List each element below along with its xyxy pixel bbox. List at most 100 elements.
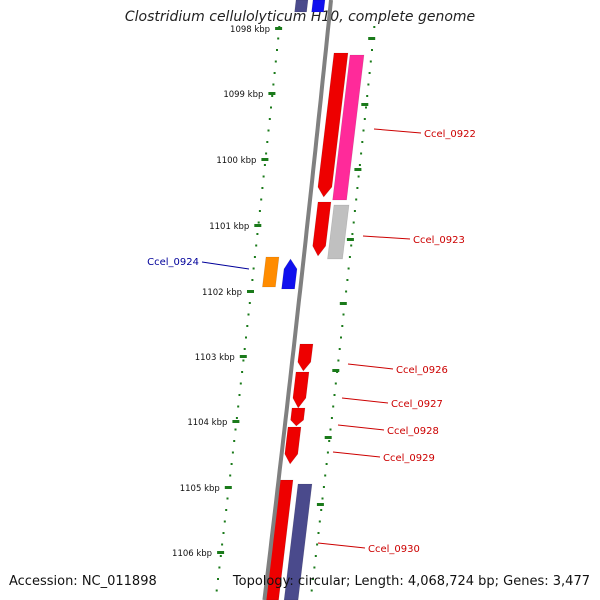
right-tick-dot bbox=[358, 164, 361, 166]
left-tick-dot bbox=[226, 497, 229, 500]
left-tick-dot bbox=[272, 83, 275, 86]
left-tick-dot bbox=[239, 382, 242, 385]
right-tick-dot bbox=[360, 152, 363, 155]
right-tick-dot bbox=[328, 440, 331, 442]
right-tick-dot bbox=[371, 49, 373, 51]
right-tick-dot bbox=[366, 95, 369, 97]
right-tick-mark bbox=[324, 436, 332, 439]
left-tick-dot bbox=[222, 532, 225, 534]
tick-label: 1103 kbp bbox=[195, 353, 235, 363]
left-tick-dot bbox=[217, 578, 219, 580]
tick-label: 1105 kbp bbox=[180, 484, 220, 494]
gene-leader-line bbox=[201, 261, 250, 270]
right-tick-dot bbox=[313, 566, 316, 569]
left-tick-dot bbox=[273, 72, 276, 74]
genome-summary-text: Topology: circular; Length: 4,068,724 bp… bbox=[232, 574, 590, 589]
right-tick-mark bbox=[316, 503, 324, 506]
right-tick-dot bbox=[334, 382, 337, 385]
gene-label: Ccel_0927 bbox=[391, 399, 443, 410]
gene-label: Ccel_0926 bbox=[396, 365, 448, 376]
left-tick-dot bbox=[238, 394, 241, 396]
major-tick-mark bbox=[254, 224, 262, 227]
gene-leader-line bbox=[347, 363, 394, 370]
left-tick-dot bbox=[262, 175, 265, 178]
gene-label: Ccel_0924 bbox=[147, 257, 199, 268]
right-tick-dot bbox=[325, 463, 328, 465]
gene-leader-line bbox=[317, 542, 366, 549]
left-tick-dot bbox=[234, 428, 237, 431]
left-tick-track bbox=[215, 26, 281, 592]
right-tick-dot bbox=[326, 451, 329, 454]
right-tick-dot bbox=[338, 348, 341, 350]
right-tick-dot bbox=[350, 244, 353, 247]
left-tick-dot bbox=[257, 221, 260, 224]
right-tick-dot bbox=[353, 210, 356, 212]
gene-feature bbox=[294, 0, 309, 13]
major-tick-mark bbox=[217, 551, 225, 554]
backbone-line bbox=[262, 0, 333, 600]
right-tick-dot bbox=[320, 509, 323, 511]
right-tick-dot bbox=[346, 279, 349, 281]
right-tick-dot bbox=[355, 198, 358, 201]
left-tick-dot bbox=[231, 451, 234, 454]
gene-feature bbox=[332, 54, 365, 201]
gene-leader-line bbox=[337, 424, 385, 431]
right-tick-dot bbox=[340, 336, 342, 339]
gene-feature bbox=[290, 407, 306, 427]
right-tick-mark bbox=[368, 37, 376, 40]
right-tick-dot bbox=[318, 520, 321, 523]
left-tick-dot bbox=[248, 302, 251, 304]
scale-ticks: 1098 kbp 1099 kbp 1100 kbp 1101 kbp 1102 kbp… bbox=[172, 25, 376, 559]
tick-label: 1099 kbp bbox=[223, 90, 263, 100]
major-tick-mark bbox=[261, 158, 269, 161]
left-tick-dot bbox=[263, 164, 266, 166]
tick-label: 1104 kbp bbox=[187, 418, 227, 428]
gene-label: Ccel_0922 bbox=[424, 129, 476, 140]
major-tick-mark bbox=[239, 355, 247, 358]
gene-leader-line bbox=[332, 451, 381, 458]
right-tick-dot bbox=[322, 486, 325, 488]
gene-feature bbox=[311, 0, 326, 13]
right-tick-dot bbox=[351, 233, 354, 235]
left-tick-dot bbox=[253, 256, 256, 258]
genome-backbone bbox=[262, 0, 333, 600]
right-tick-dot bbox=[365, 106, 367, 109]
right-tick-dot bbox=[337, 359, 340, 362]
left-tick-dot bbox=[246, 325, 249, 327]
left-tick-dot bbox=[267, 129, 270, 132]
tick-label: 1098 kbp bbox=[230, 25, 270, 35]
gene-labels: Ccel_0922 Ccel_0923 Ccel_0924 Ccel_0926 Ccel… bbox=[147, 128, 476, 555]
major-tick-mark bbox=[275, 27, 283, 30]
right-tick-dot bbox=[312, 578, 314, 580]
right-tick-dot bbox=[342, 313, 345, 316]
left-tick-dot bbox=[219, 555, 222, 557]
gene-label: Ccel_0929 bbox=[383, 453, 435, 464]
right-tick-dot bbox=[330, 417, 333, 419]
left-tick-dot bbox=[221, 543, 224, 546]
left-tick-dot bbox=[261, 187, 264, 189]
right-tick-mark bbox=[339, 302, 347, 305]
left-tick-dot bbox=[277, 37, 280, 40]
right-tick-dot bbox=[373, 26, 376, 28]
left-tick-dot bbox=[265, 152, 268, 155]
right-tick-dot bbox=[369, 60, 372, 63]
tick-label: 1100 kbp bbox=[216, 156, 256, 166]
left-tick-dot bbox=[255, 244, 258, 247]
right-tick-dot bbox=[352, 221, 355, 224]
tick-label: 1102 kbp bbox=[202, 288, 242, 298]
right-tick-dot bbox=[361, 141, 364, 143]
gene-feature bbox=[281, 258, 298, 290]
right-tick-dot bbox=[348, 256, 351, 258]
gene-label: Ccel_0923 bbox=[413, 235, 465, 246]
right-tick-mark bbox=[354, 168, 362, 171]
left-tick-dot bbox=[247, 313, 250, 316]
right-tick-dot bbox=[329, 428, 332, 431]
right-tick-dot bbox=[332, 405, 335, 408]
left-tick-dot bbox=[271, 95, 274, 97]
left-tick-dot bbox=[274, 60, 277, 63]
left-tick-dot bbox=[260, 198, 263, 201]
left-tick-dot bbox=[243, 348, 246, 350]
gene-feature bbox=[327, 204, 350, 260]
